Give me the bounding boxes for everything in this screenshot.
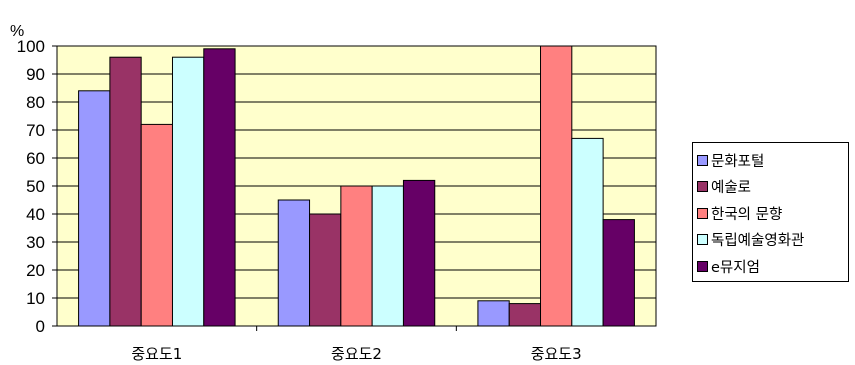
- y-tick-label: 60: [26, 149, 45, 168]
- y-unit-label: %: [10, 23, 24, 40]
- y-tick-label: 50: [26, 177, 45, 196]
- bar: [540, 45, 573, 327]
- bar: [602, 219, 635, 327]
- bar: [571, 137, 604, 327]
- bar: [203, 48, 236, 327]
- legend-swatch: [697, 181, 708, 193]
- y-tick-label: 90: [26, 65, 45, 84]
- y-tick-label: 30: [26, 233, 45, 252]
- legend-label: e뮤지엄: [711, 259, 760, 276]
- x-tick-label: 중요도2: [331, 345, 382, 363]
- bar: [171, 56, 205, 327]
- y-tick-label: 40: [26, 205, 45, 224]
- legend-item: 문화포털: [697, 147, 848, 174]
- legend-swatch: [697, 207, 708, 219]
- bar: [109, 56, 142, 327]
- y-tick-label: 100: [17, 37, 45, 56]
- bar: [402, 179, 436, 327]
- y-tick-label: 20: [26, 261, 45, 280]
- bar: [508, 303, 542, 327]
- y-tick-label: 80: [26, 93, 45, 112]
- legend-label: 한국의 문향: [711, 206, 783, 223]
- x-tick-label: 중요도3: [531, 345, 582, 363]
- bar: [477, 300, 510, 327]
- legend-label: 예술로: [711, 180, 752, 197]
- bar: [309, 213, 342, 327]
- bar: [277, 199, 311, 327]
- legend-swatch: [697, 234, 708, 246]
- legend-item: 한국의 문향: [697, 200, 848, 227]
- legend-swatch: [697, 154, 708, 166]
- x-tick-label: 중요도1: [131, 345, 182, 363]
- bar: [78, 90, 111, 327]
- y-tick-label: 0: [36, 317, 45, 336]
- bar: [140, 123, 173, 327]
- legend-item: 독립예술영화관: [697, 227, 848, 254]
- plot-area: 0 10 20 30 40 50 60 70 80 90 100 중요도1 중요도2 중요도3: [17, 37, 657, 363]
- legend-label: 문화포털: [711, 153, 765, 170]
- legend-label: 독립예술영화관: [711, 233, 805, 250]
- legend-item: e뮤지엄: [697, 253, 848, 280]
- legend-swatch: [697, 260, 708, 272]
- bar: [340, 185, 373, 327]
- legend-item: 예술로: [697, 174, 848, 201]
- bar: [371, 185, 404, 327]
- y-tick-label: 70: [26, 121, 45, 140]
- y-tick-label: 10: [26, 289, 45, 308]
- plot-frame: [56, 45, 657, 327]
